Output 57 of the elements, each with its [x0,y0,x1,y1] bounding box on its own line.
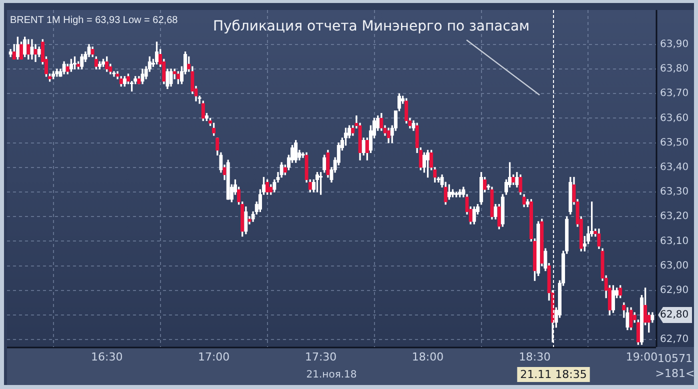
candlestick [650,312,654,323]
y-tick-label: 63,20 [660,211,689,222]
candlestick [16,36,20,60]
candlestick [500,194,504,227]
y-tick-label: 63,80 [660,64,689,75]
candlestick [568,176,572,214]
y-tick-label: 63,30 [660,186,689,198]
candlestick [169,68,173,87]
candlestick [611,285,616,313]
candlestick [226,160,230,200]
y-tick-label: 63,00 [660,260,689,272]
x-tick-label: 17:00 [198,350,230,364]
candlestick [62,61,66,74]
x-tick-label: 19:00 [626,350,658,364]
y-tick-label: 63,60 [660,112,689,124]
y-tick-label: 62,90 [660,285,689,296]
candlestick [479,172,484,205]
candlestick [450,189,455,198]
y-tick-label: 63,70 [660,88,689,100]
ref-line-label: 21.11 18:35 [520,368,587,381]
candlestick [55,68,59,77]
x-tick-label: 18:30 [518,350,551,364]
candlestick [454,192,458,198]
candlestick [618,285,622,298]
y-tick-label: 63,90 [660,39,689,50]
text: BRENT 1M High = 63,93 Low = 62,68 [10,14,178,26]
candlestick [294,140,298,163]
candlestick [154,42,159,64]
candlestick [386,128,390,144]
candlestick [26,39,30,60]
candlestick [8,49,12,58]
text: 10571 [658,352,692,365]
candlestick [447,184,452,200]
y-tick-label: 62,70 [660,334,689,346]
candlestick [80,54,84,70]
candlestick [458,189,462,198]
candlestick [472,206,476,224]
candlestick [94,56,98,70]
text: >181< [655,366,695,380]
x-axis-title: 21.ноя.18 [306,370,357,381]
candlestick [212,122,216,136]
y-tick-label: 62,80 [660,310,689,321]
y-tick-label: 63,10 [660,236,689,247]
candlestick [265,179,270,195]
candlestick [362,138,366,156]
candlestick [490,186,494,220]
annotation: Публикация отчета Минэнерго по запасам [212,18,530,35]
candlestick [629,307,633,330]
y-tick-label: 63,50 [660,137,689,148]
x-tick-label: 17:30 [304,350,337,364]
candlestick [105,56,109,72]
candlestick [426,150,430,178]
x-tick-label: 16:30 [90,350,123,364]
y-tick-label: 63,40 [660,162,689,174]
x-tick-label: 18:00 [412,350,444,364]
candlestick [23,36,27,58]
candlestick [140,68,144,84]
